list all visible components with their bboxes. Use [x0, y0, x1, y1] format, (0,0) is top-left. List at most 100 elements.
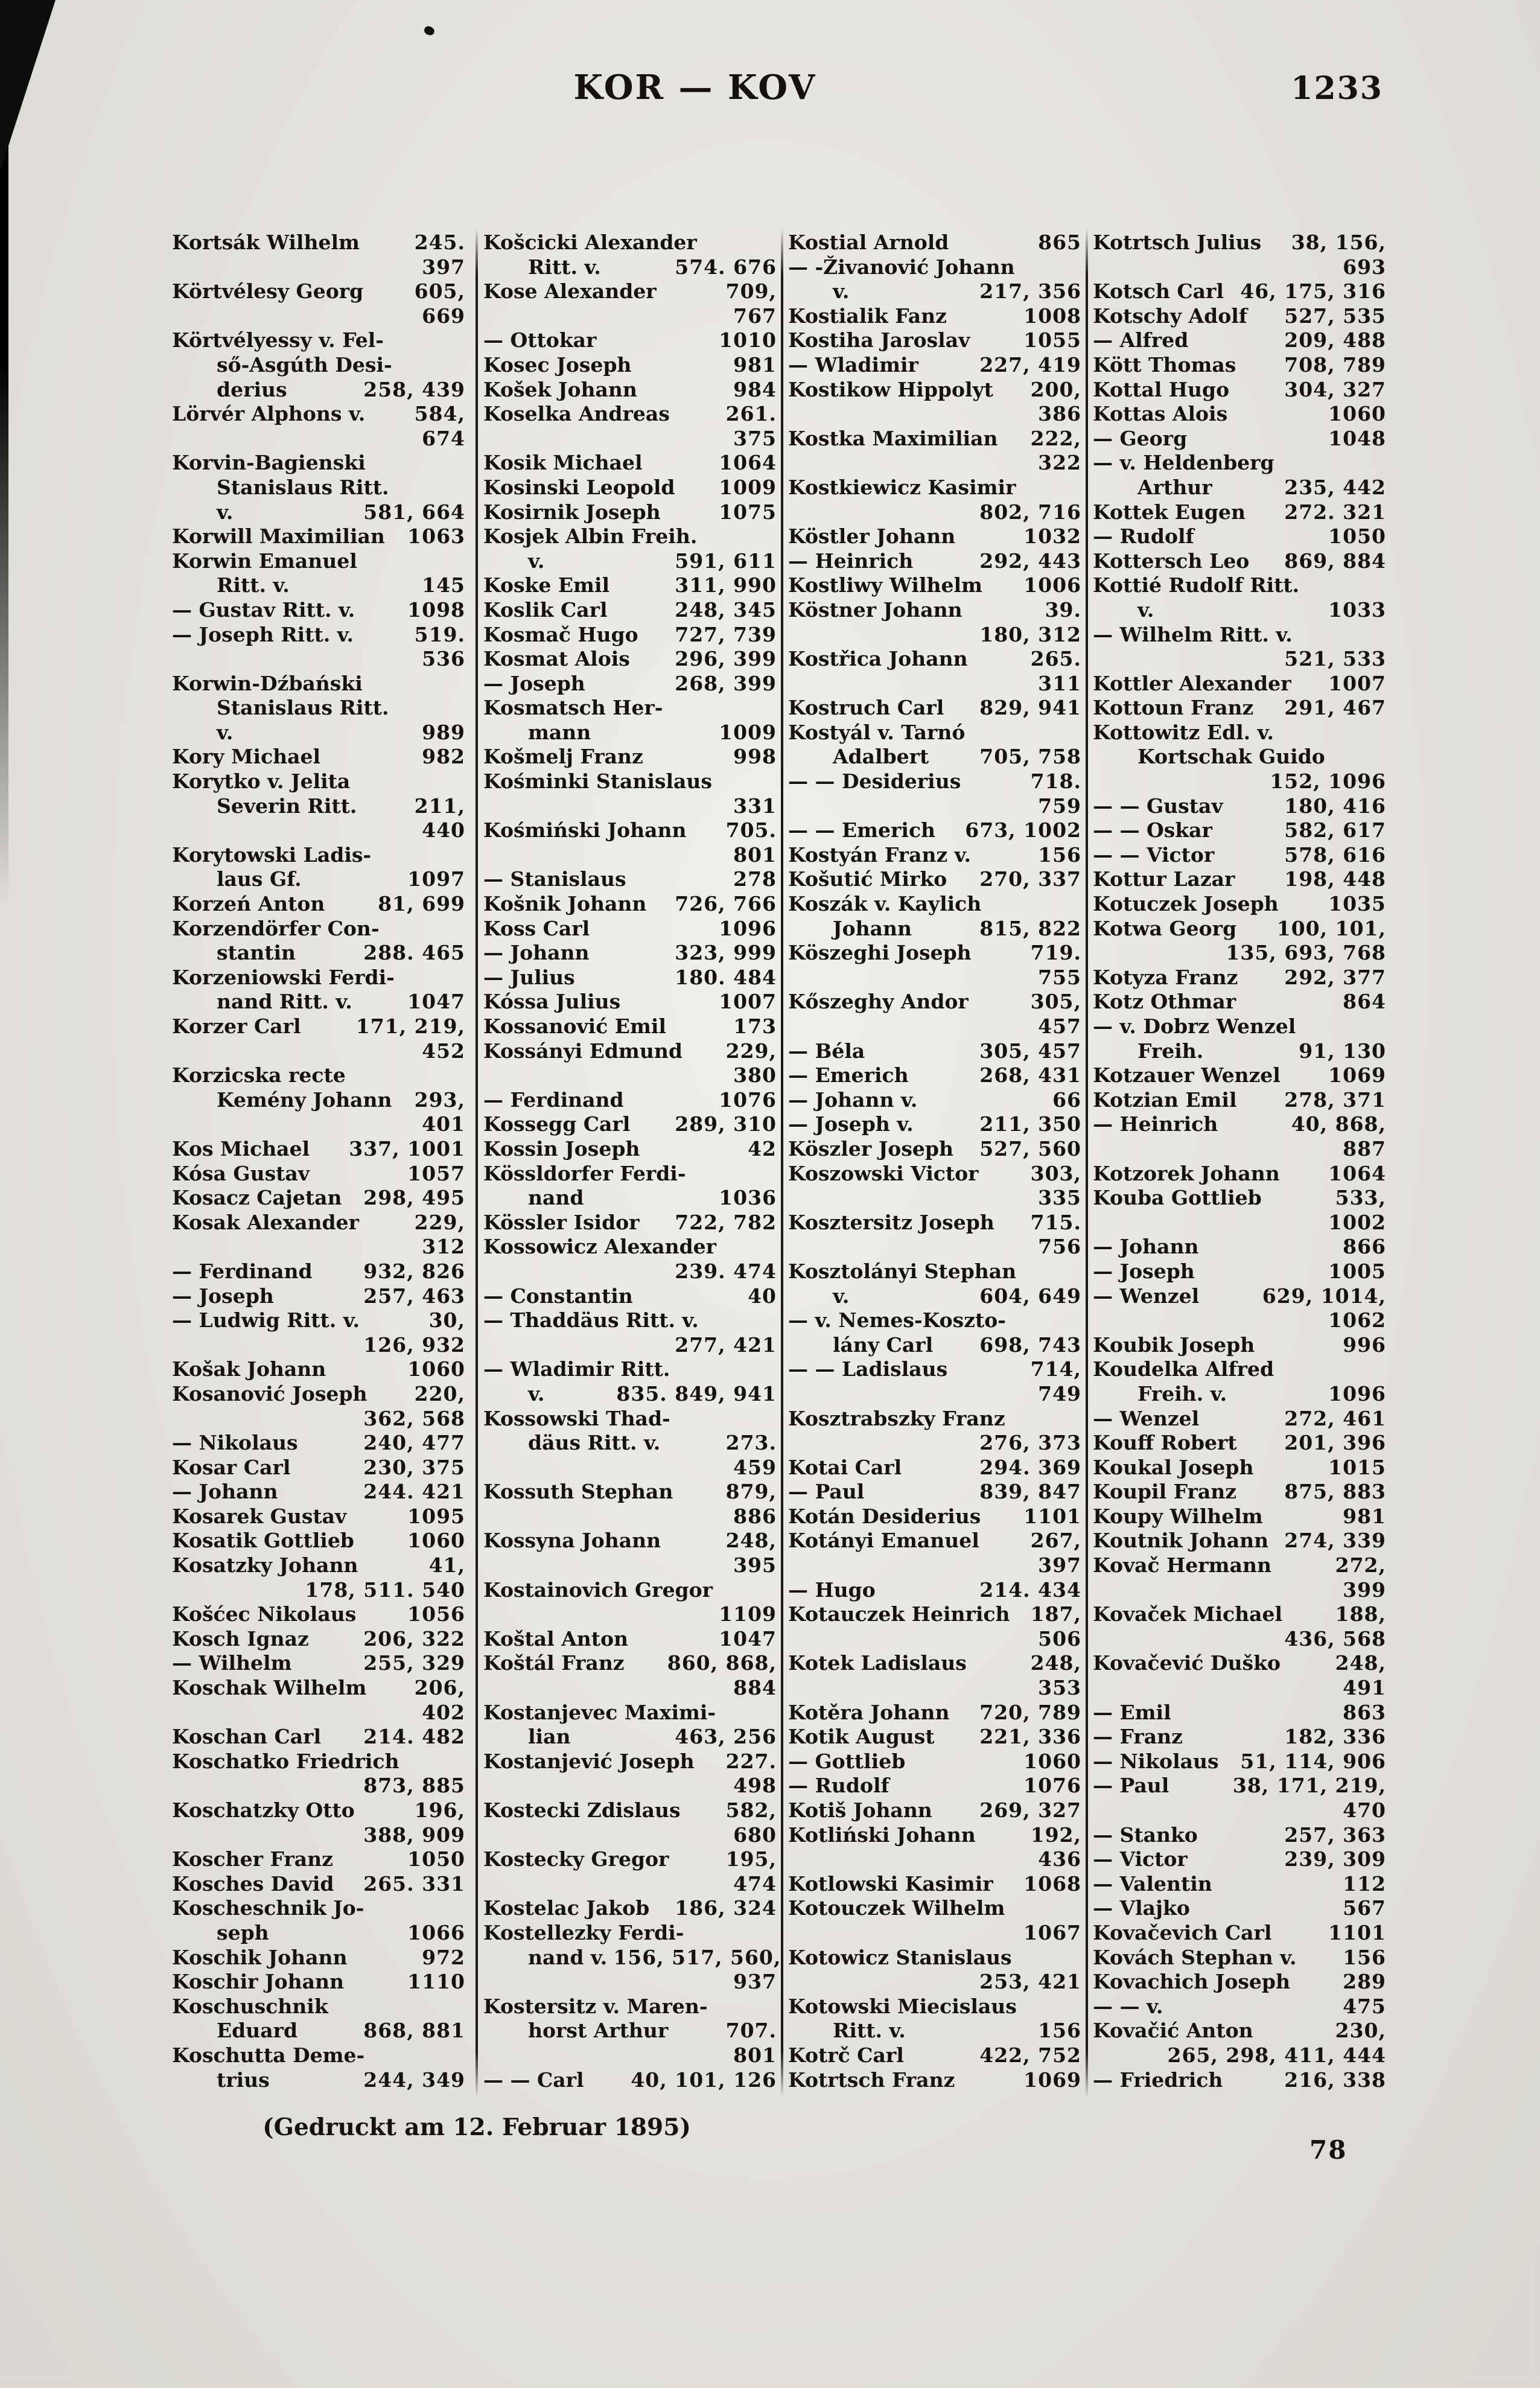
- index-entry-line: 440: [172, 818, 465, 843]
- index-entry-line: Kőszeghy Andor 305,: [788, 990, 1081, 1014]
- entry-name-text: Kostka Maximilian: [788, 426, 998, 450]
- entry-page-refs: 1109: [719, 1602, 777, 1626]
- index-entry: — Nikolaus 240, 477: [172, 1431, 465, 1456]
- entry-name-text: Kossyna Johann: [483, 1529, 661, 1553]
- entry-page-refs: 230, 375: [363, 1455, 465, 1479]
- entry-page-refs: 311: [1038, 671, 1081, 695]
- entry-name-text: Kottas Alois: [1093, 402, 1228, 426]
- index-entry-line: Kemény Johann 293,: [172, 1088, 465, 1113]
- entry-name-text: Kottur Lazar: [1093, 867, 1235, 891]
- entry-name-text: Kosak Alexander: [172, 1210, 359, 1234]
- index-entry-line: v. 581, 664: [172, 500, 465, 525]
- entry-page-refs: 860, 868,: [667, 1651, 777, 1675]
- entry-page-refs: 591, 611: [675, 549, 777, 573]
- entry-name-text: Korytowski Ladis-: [172, 842, 372, 867]
- index-entry: Kośmiński Johann 705. 801: [483, 818, 777, 867]
- entry-name-text: — Heinrich: [1093, 1112, 1218, 1136]
- entry-page-refs: 245.: [414, 231, 465, 254]
- entry-page-refs: 1005: [1328, 1259, 1386, 1283]
- entry-page-refs: 1069: [1328, 1063, 1386, 1087]
- index-entry: Kosztersitz Joseph 715. 756: [788, 1211, 1081, 1259]
- index-entry-line: Kóssa Julius 1007: [483, 990, 777, 1014]
- entry-page-refs: 272. 321: [1284, 500, 1386, 524]
- index-entry: — Joseph 257, 463: [172, 1284, 465, 1309]
- index-entry-line: Košćec Nikolaus 1056: [172, 1602, 465, 1627]
- entry-page-refs: 474: [733, 1871, 777, 1896]
- entry-name-text: Kosch Ignaz: [172, 1626, 309, 1651]
- entry-page-refs: 1056: [407, 1602, 465, 1626]
- index-entry-line: Kosinski Leopold 1009: [483, 476, 777, 500]
- entry-page-refs: 996: [1343, 1333, 1386, 1357]
- index-entry: Kosak Alexander 229, 312: [172, 1211, 465, 1259]
- index-entry-line: Kössldorfer Ferdi-: [483, 1162, 777, 1186]
- entry-name-text: Koschak Wilhelm: [172, 1676, 367, 1700]
- index-entry: — Paul 38, 171, 219, 470: [1093, 1774, 1386, 1823]
- entry-name-text: Köstner Johann: [788, 597, 962, 622]
- entry-name-text: Kössler Isidor: [483, 1210, 640, 1234]
- entry-page-refs: 629, 1014,: [1262, 1284, 1386, 1308]
- index-entry-line: — Joseph Ritt. v. 519.: [172, 623, 465, 648]
- index-entry-line: Kotai Carl 294. 369: [788, 1456, 1081, 1480]
- index-entry: Kovačić Anton 230, 265, 298, 411, 444: [1093, 2019, 1386, 2068]
- index-entry: Kosacz Cajetan 298, 495: [172, 1186, 465, 1211]
- index-entry: Koschik Johann 972: [172, 1946, 465, 1970]
- entry-page-refs: 227, 419: [979, 352, 1081, 377]
- entry-name-text: Kotán Desiderius: [788, 1504, 981, 1528]
- entry-name-text: — Johann: [483, 941, 590, 965]
- entry-page-refs: 267,: [1030, 1529, 1081, 1553]
- entry-page-refs: 1060: [407, 1357, 465, 1381]
- index-entry-line: Kosatzky Johann 41,: [172, 1553, 465, 1578]
- index-entry-line: — Julius 180. 484: [483, 966, 777, 990]
- entry-page-refs: 395: [733, 1553, 777, 1578]
- entry-page-refs: 209, 488: [1284, 328, 1386, 352]
- index-entry: — Rudolf 1076: [788, 1774, 1081, 1798]
- index-entry: — — Oskar 582, 617: [1093, 818, 1386, 843]
- entry-page-refs: 222,: [1030, 426, 1081, 450]
- entry-name-text: Koupil Franz: [1093, 1480, 1236, 1504]
- index-entry-line: 693: [1093, 255, 1386, 280]
- index-entry-line: Kosjek Albin Freih.: [483, 524, 777, 549]
- index-entry-line: stantin 288. 465: [172, 941, 465, 966]
- index-entry-line: Kostainovich Gregor: [483, 1578, 777, 1603]
- entry-page-refs: 198, 448: [1284, 867, 1386, 891]
- entry-page-refs: 303,: [1030, 1161, 1081, 1185]
- index-entry-line: Kosarek Gustav 1095: [172, 1504, 465, 1529]
- entry-name-text: — — Gustav: [1093, 794, 1223, 818]
- entry-page-refs: 705, 758: [979, 745, 1081, 769]
- index-entry-line: — Nikolaus 51, 114, 906: [1093, 1750, 1386, 1774]
- entry-name-text: — Hugo: [788, 1578, 876, 1602]
- entry-name-text: Kovách Stephan v.: [1093, 1945, 1297, 1969]
- entry-page-refs: 244, 349: [363, 2068, 465, 2092]
- index-entry-line: Koudelka Alfred: [1093, 1357, 1386, 1382]
- entry-page-refs: 278: [733, 867, 777, 891]
- entry-page-refs: 719.: [1030, 941, 1081, 965]
- entry-name-text: Korwin Emanuel: [172, 549, 357, 573]
- index-entry-line: 459: [483, 1456, 777, 1480]
- entry-page-refs: 100, 101,: [1276, 916, 1386, 940]
- entry-page-refs: 206, 322: [363, 1626, 465, 1651]
- entry-page-refs: 1057: [407, 1161, 465, 1185]
- entry-page-refs: 802, 716: [979, 500, 1081, 524]
- entry-name-text: — Ottokar: [483, 328, 597, 352]
- entry-name-text: Kostecki Zdislaus: [483, 1798, 681, 1822]
- entry-name-text: Kossányi Edmund: [483, 1039, 682, 1063]
- entry-name-text: Korzendörfer Con-: [172, 916, 380, 940]
- index-entry: Koupil Franz 875, 883: [1093, 1480, 1386, 1504]
- index-entry-line: Korwin-Dźbański: [172, 672, 465, 696]
- index-entry-line: 1002: [1093, 1211, 1386, 1235]
- entry-name-text: Kossowicz Alexander: [483, 1235, 717, 1259]
- entry-name-text: Kośmiński Johann: [483, 818, 687, 842]
- entry-page-refs: 171, 219,: [355, 1014, 465, 1038]
- index-entry: — — Carl 40, 101, 126: [483, 2068, 777, 2093]
- entry-page-refs: 292, 377: [1284, 965, 1386, 989]
- entry-page-refs: 604, 649: [979, 1284, 1081, 1308]
- index-entry: Koschir Johann 1110: [172, 1970, 465, 1995]
- index-entry-line: Koslik Carl 248, 345: [483, 598, 777, 623]
- index-entry: Kosarek Gustav 1095: [172, 1504, 465, 1529]
- index-entry-line: — Johann 866: [1093, 1235, 1386, 1259]
- entry-page-refs: 51, 114, 906: [1240, 1749, 1386, 1773]
- index-entry-line: Kośmiński Johann 705.: [483, 818, 777, 843]
- entry-page-refs: 463, 256: [675, 1725, 777, 1749]
- index-entry-line: Kossuth Stephan 879,: [483, 1480, 777, 1504]
- entry-name-text: Kosjek Albin Freih.: [483, 524, 698, 549]
